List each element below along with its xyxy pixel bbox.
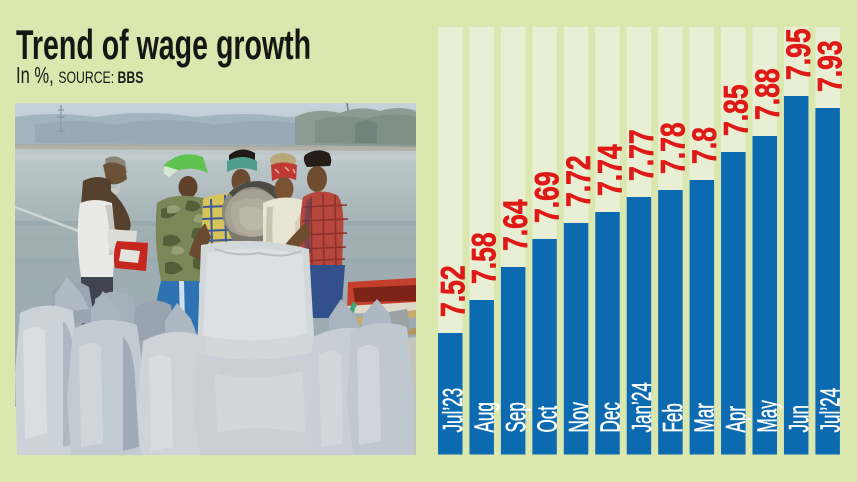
- svg-text:Jan’24: Jan’24: [625, 382, 656, 432]
- svg-text:7.8: 7.8: [686, 127, 724, 164]
- svg-text:Jun: Jun: [783, 405, 814, 433]
- svg-text:Feb: Feb: [657, 403, 688, 432]
- svg-text:Aug: Aug: [468, 402, 499, 432]
- svg-text:Mar: Mar: [688, 403, 719, 433]
- svg-text:Dec: Dec: [594, 402, 625, 432]
- svg-text:May: May: [751, 400, 782, 433]
- svg-text:Jul’23: Jul’23: [437, 388, 468, 433]
- svg-text:Jul’24: Jul’24: [814, 388, 845, 433]
- svg-text:7.77: 7.77: [623, 129, 661, 181]
- svg-text:7.58: 7.58: [466, 232, 504, 284]
- svg-text:7.85: 7.85: [717, 84, 755, 136]
- svg-text:7.72: 7.72: [560, 155, 598, 207]
- svg-text:Oct: Oct: [531, 406, 562, 433]
- svg-text:Nov: Nov: [562, 402, 593, 433]
- svg-text:7.74: 7.74: [591, 144, 629, 196]
- svg-text:Apr: Apr: [720, 406, 751, 433]
- svg-text:7.52: 7.52: [434, 265, 472, 317]
- svg-text:Sep: Sep: [500, 402, 531, 432]
- svg-text:7.93: 7.93: [812, 40, 850, 92]
- svg-text:7.88: 7.88: [749, 68, 787, 120]
- svg-text:7.69: 7.69: [528, 171, 566, 223]
- svg-text:7.78: 7.78: [654, 122, 692, 174]
- svg-text:7.95: 7.95: [780, 28, 818, 80]
- svg-text:7.64: 7.64: [497, 199, 535, 251]
